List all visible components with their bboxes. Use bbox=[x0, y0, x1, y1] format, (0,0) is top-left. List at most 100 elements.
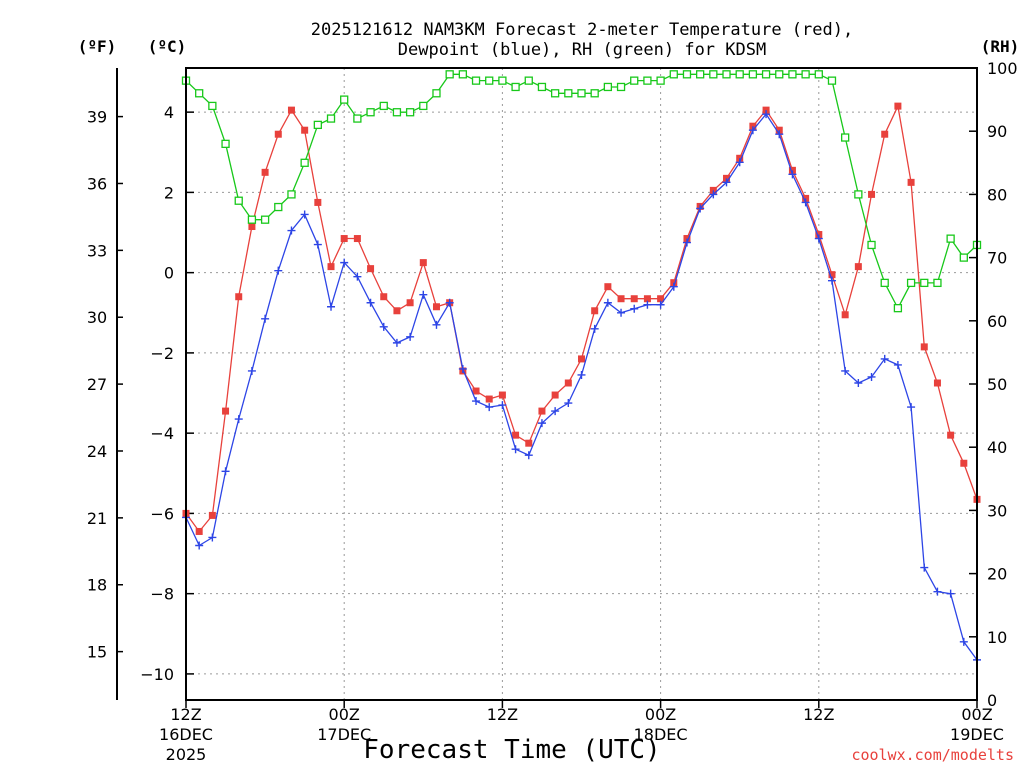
temperature-point bbox=[248, 223, 256, 231]
temperature-point bbox=[498, 391, 506, 399]
temperature-point bbox=[920, 343, 928, 351]
rh-point bbox=[405, 108, 415, 117]
rh-point bbox=[867, 240, 876, 250]
temperature-point bbox=[538, 407, 546, 415]
temperature-point bbox=[274, 130, 282, 138]
temperature-point bbox=[485, 395, 493, 403]
rh-point bbox=[643, 76, 652, 85]
rh-point bbox=[419, 101, 428, 111]
time-tick-date: 18DEC bbox=[634, 725, 688, 744]
dewpoint-point bbox=[458, 364, 467, 373]
temperature-point bbox=[380, 293, 388, 301]
rh-point bbox=[221, 139, 230, 148]
temperature-point bbox=[261, 168, 269, 176]
temperature-point bbox=[208, 511, 216, 519]
dewpoint-point bbox=[406, 332, 415, 341]
rh-tick-label: 30 bbox=[987, 501, 1007, 520]
rh-point bbox=[260, 215, 270, 224]
dewpoint-point bbox=[537, 419, 546, 428]
dewpoint-point bbox=[827, 276, 836, 285]
temperature-point bbox=[287, 106, 295, 114]
celsius-tick-label: 4 bbox=[164, 103, 174, 122]
celsius-tick-label: −2 bbox=[150, 344, 174, 363]
temperature-point bbox=[802, 194, 810, 202]
rh-tick-label: 60 bbox=[987, 312, 1007, 331]
temperature-point bbox=[419, 259, 427, 267]
dewpoint-point bbox=[261, 314, 270, 323]
rh-tick-label: 10 bbox=[987, 628, 1007, 647]
temperature-point bbox=[643, 295, 651, 303]
rh-tick-label: 80 bbox=[987, 185, 1007, 204]
time-tick-time: 12Z bbox=[803, 705, 834, 724]
rh-tick-label: 70 bbox=[987, 249, 1007, 268]
temperature-point bbox=[881, 130, 889, 138]
rh-point bbox=[287, 190, 296, 199]
temperature-point bbox=[683, 235, 691, 243]
temperature-point bbox=[788, 166, 796, 174]
celsius-tick-label: −10 bbox=[140, 665, 174, 684]
dewpoint-point bbox=[366, 298, 375, 307]
fahrenheit-tick-label: 18 bbox=[87, 576, 107, 595]
dewpoint-point bbox=[722, 178, 731, 187]
temperature-point bbox=[591, 307, 599, 315]
temperature-point bbox=[854, 263, 862, 271]
temperature-point bbox=[736, 154, 744, 162]
dewpoint-point bbox=[696, 204, 705, 213]
dewpoint-point bbox=[472, 397, 481, 406]
rh-tick-label: 90 bbox=[987, 122, 1007, 141]
temperature-point bbox=[406, 299, 414, 307]
temperature-point bbox=[841, 311, 849, 319]
dewpoint-point bbox=[669, 282, 678, 291]
rh-tick-label: 20 bbox=[987, 565, 1007, 584]
temperature-point bbox=[828, 271, 836, 279]
dewpoint-point bbox=[709, 190, 718, 199]
temperature-point bbox=[947, 431, 955, 439]
dewpoint-point bbox=[524, 451, 533, 460]
rh-point bbox=[735, 70, 744, 79]
rh-point bbox=[590, 89, 599, 98]
x-axis-label: Forecast Time (UTC) bbox=[363, 735, 660, 765]
dewpoint-point bbox=[854, 378, 863, 387]
temperature-point bbox=[525, 439, 533, 447]
rh-point bbox=[603, 82, 613, 92]
dewpoint-point bbox=[643, 300, 652, 309]
celsius-tick-label: −8 bbox=[150, 585, 174, 604]
fahrenheit-tick-label: 24 bbox=[87, 442, 107, 461]
rh-point bbox=[814, 70, 823, 79]
temperature-point bbox=[815, 231, 823, 239]
dewpoint-point bbox=[880, 354, 889, 363]
rh-point bbox=[959, 253, 968, 262]
rh-point bbox=[709, 70, 718, 79]
rh-unit-label: (RH) bbox=[981, 37, 1020, 56]
temperature-point bbox=[301, 126, 309, 134]
fahrenheit-tick-label: 27 bbox=[87, 375, 107, 394]
celsius-tick-label: 0 bbox=[164, 264, 174, 283]
temperature-point bbox=[670, 279, 678, 287]
temperature-point bbox=[709, 186, 717, 194]
fahrenheit-tick-label: 30 bbox=[87, 308, 107, 327]
dewpoint-point bbox=[603, 298, 612, 307]
temperature-point bbox=[960, 459, 968, 467]
rh-point bbox=[880, 278, 889, 288]
temperature-point bbox=[340, 235, 348, 243]
dewpoint-point bbox=[419, 290, 428, 299]
rh-point bbox=[616, 82, 626, 92]
fahrenheit-tick-label: 15 bbox=[87, 643, 107, 662]
rh-point bbox=[854, 190, 863, 199]
rh-tick-label: 0 bbox=[987, 691, 997, 710]
rh-point bbox=[630, 76, 639, 85]
dewpoint-point bbox=[353, 272, 362, 281]
rh-point bbox=[537, 82, 547, 92]
rh-point bbox=[801, 70, 810, 79]
time-tick-date: 19DEC bbox=[950, 725, 1004, 744]
rh-point bbox=[775, 70, 784, 79]
rh-point bbox=[920, 278, 929, 288]
rh-point bbox=[946, 234, 955, 243]
rh-point bbox=[696, 70, 705, 79]
temperature-point bbox=[512, 431, 520, 439]
series-2 bbox=[181, 70, 982, 313]
rh-point bbox=[827, 76, 837, 85]
time-tick-time: 12Z bbox=[487, 705, 518, 724]
time-tick-date: 17DEC bbox=[317, 725, 371, 744]
